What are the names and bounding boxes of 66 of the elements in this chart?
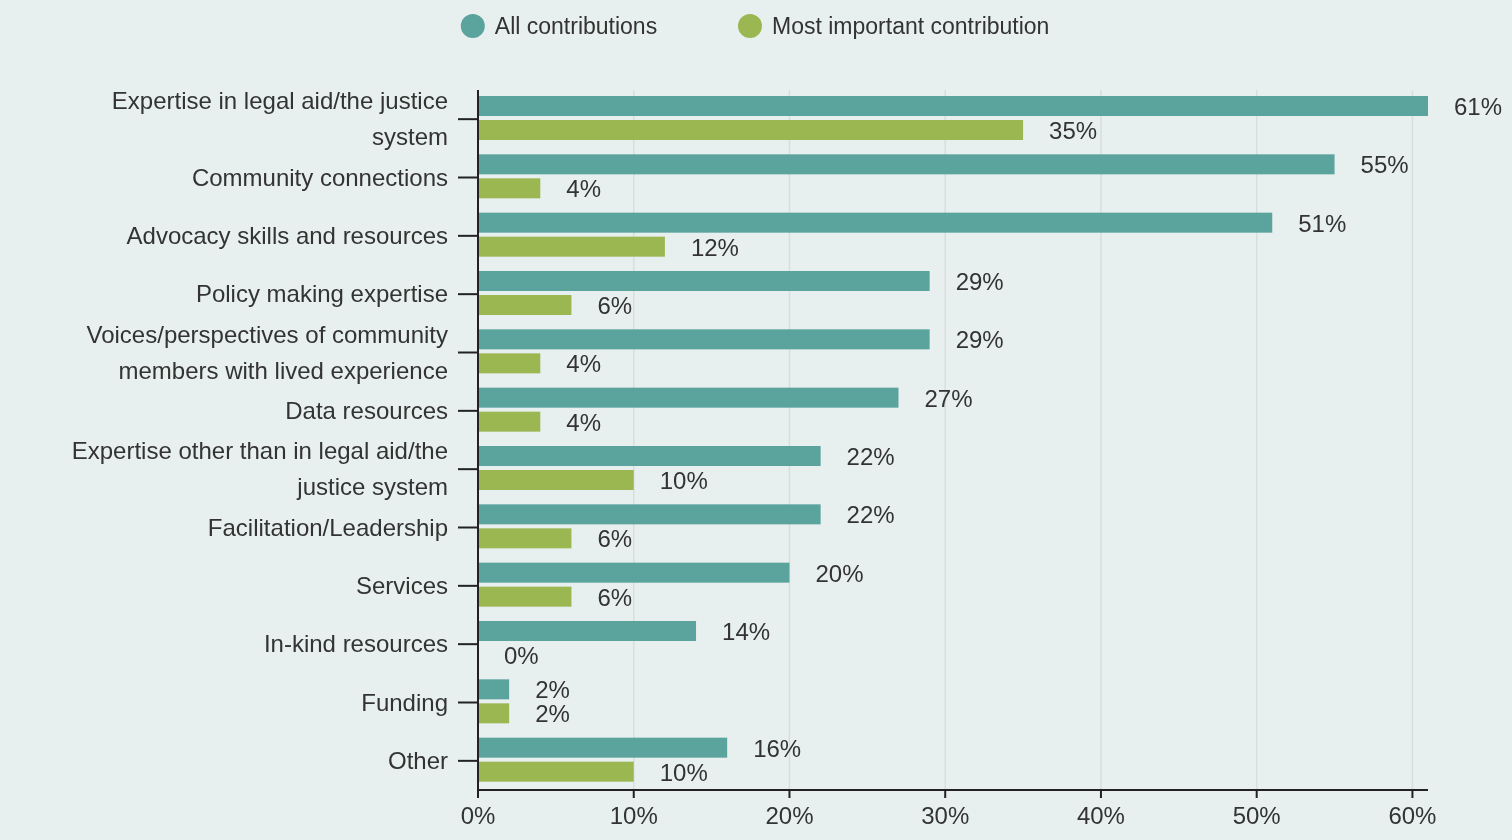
data-label: 10% [659, 758, 708, 786]
y-tick-label: Expertise other than in legal aid/the justice system [71, 437, 448, 501]
y-tick-label: Community connections [191, 163, 448, 191]
y-tick-label: Voices/perspectives of community members with lived experience [86, 320, 448, 384]
bar [478, 178, 541, 199]
x-tick-label: 40% [1076, 802, 1125, 829]
y-tick-label: Expertise in legal aid/the justice system [111, 87, 448, 151]
y-tick-label: Services [355, 571, 448, 599]
bar [478, 329, 930, 350]
bar [478, 446, 821, 466]
data-label: 6% [597, 292, 633, 319]
data-label: 0% [504, 642, 539, 669]
bar [478, 586, 572, 607]
y-tick-label: Advocacy skills and resources [126, 221, 448, 249]
legend-label: Most important contribution [772, 13, 1050, 39]
data-label: 35% [1049, 117, 1098, 144]
data-label: 4% [566, 175, 601, 203]
bar [478, 679, 510, 700]
y-tick-label: Policy making expertise [195, 280, 448, 308]
bar [478, 120, 1024, 140]
data-label: 4% [566, 350, 601, 378]
data-label: 10% [659, 467, 708, 494]
bar [478, 411, 541, 432]
x-tick-label: 50% [1232, 802, 1281, 829]
x-tick-label: 60% [1388, 802, 1437, 829]
legend-label: All contributions [494, 13, 658, 39]
data-label: 22% [846, 443, 895, 470]
bar [478, 271, 930, 291]
data-label: 55% [1360, 151, 1409, 179]
data-label: 61% [1454, 93, 1503, 120]
data-label: 14% [722, 618, 771, 645]
bar [478, 387, 899, 408]
y-tick-label: Facilitation/Leadership [207, 513, 448, 541]
bar [478, 236, 665, 257]
x-tick-label: 10% [609, 802, 658, 829]
bar [478, 737, 728, 758]
bar [478, 528, 572, 549]
data-label: 27% [924, 384, 973, 412]
y-tick-label: Other [387, 746, 448, 774]
data-label: 51% [1298, 209, 1347, 237]
y-tick-label: In-kind resources [263, 630, 448, 658]
data-label: 22% [846, 501, 895, 529]
bar [478, 154, 1335, 175]
data-label: 29% [955, 268, 1004, 295]
bar [478, 295, 572, 315]
bar [478, 470, 634, 490]
x-tick-label: 20% [765, 802, 814, 829]
bar [478, 761, 634, 782]
bar [478, 703, 510, 724]
data-label: 29% [955, 326, 1004, 354]
data-label: 4% [566, 408, 601, 436]
bar [478, 96, 1428, 116]
bar [478, 504, 821, 525]
data-label: 16% [753, 734, 802, 762]
bar [478, 562, 790, 583]
data-label: 6% [597, 525, 633, 553]
data-label: 6% [597, 583, 633, 611]
x-tick-label: 30% [921, 802, 970, 829]
data-label: 12% [690, 233, 739, 261]
bar [478, 621, 697, 641]
y-tick-label: Data resources [285, 396, 448, 424]
data-label: 20% [815, 559, 864, 587]
bar [478, 353, 541, 374]
bar [478, 212, 1273, 233]
x-tick-label: 0% [460, 802, 496, 829]
y-tick-label: Funding [361, 688, 448, 716]
